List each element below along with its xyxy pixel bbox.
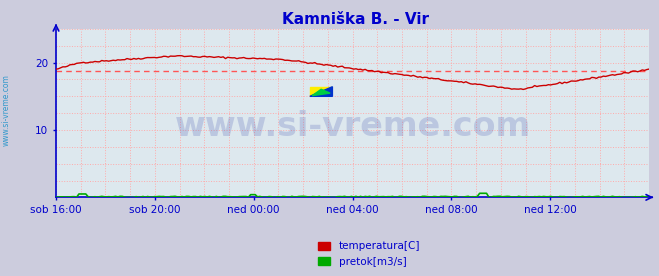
Polygon shape — [310, 87, 332, 96]
Polygon shape — [312, 89, 330, 96]
Legend: temperatura[C], pretok[m3/s]: temperatura[C], pretok[m3/s] — [314, 237, 424, 271]
Polygon shape — [310, 87, 332, 96]
Text: www.si-vreme.com: www.si-vreme.com — [2, 75, 11, 146]
Text: www.si-vreme.com: www.si-vreme.com — [175, 110, 530, 143]
Text: Kamniška B. - Vir: Kamniška B. - Vir — [282, 12, 430, 27]
